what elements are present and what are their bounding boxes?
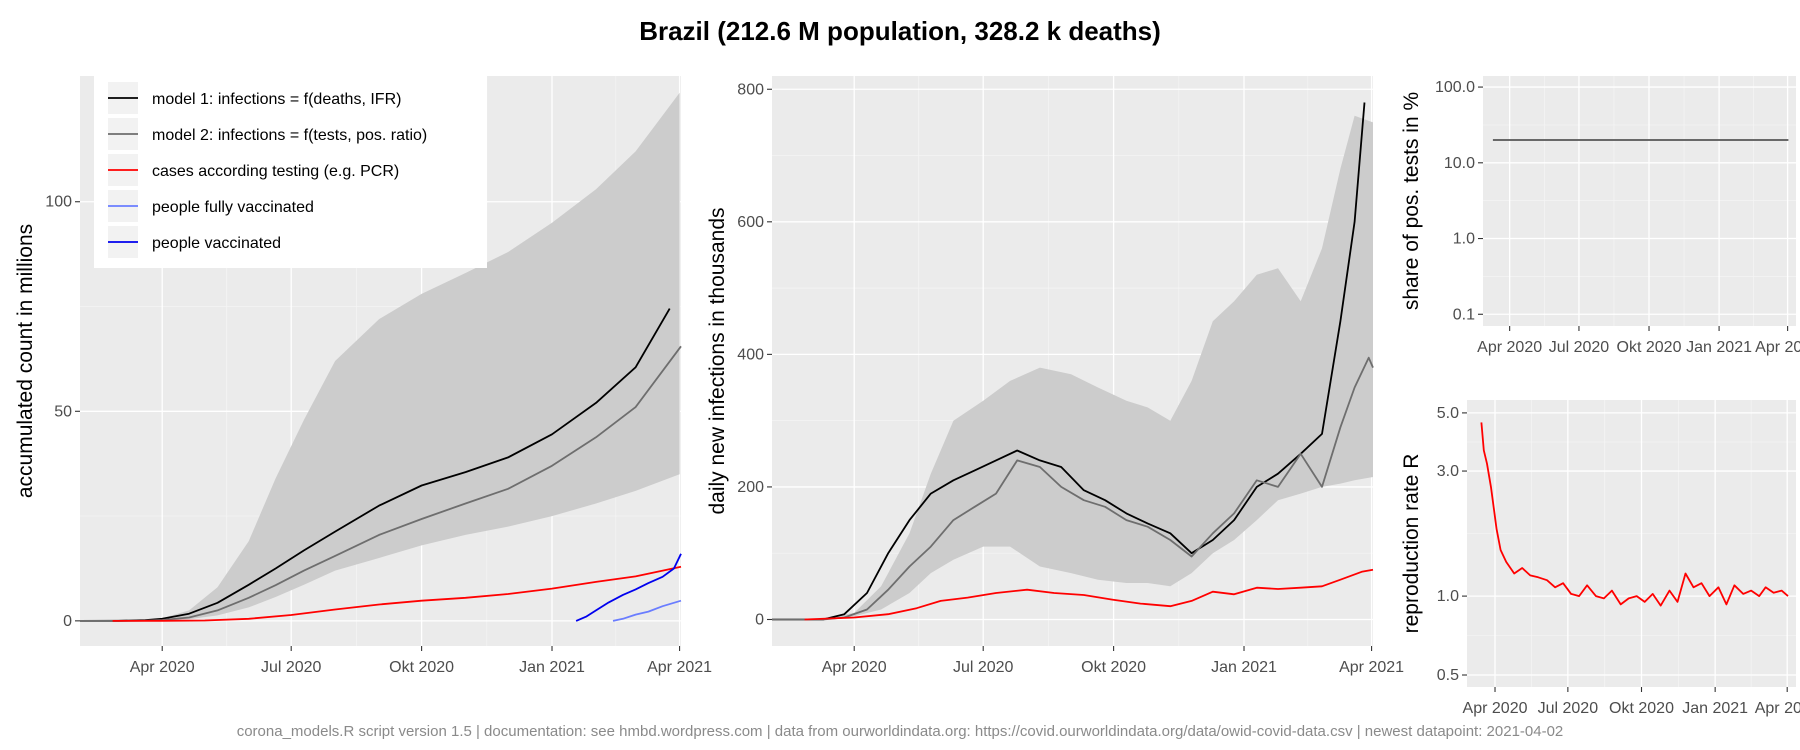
- y-tick-label: 600: [737, 214, 764, 231]
- y-tick-label: 400: [737, 346, 764, 363]
- x-tick-label: Jan 2021: [1211, 659, 1277, 676]
- x-tick-label: Okt 2020: [1617, 339, 1682, 356]
- panel-accumulated: Apr 2020 Jul 2020 Okt 2020 Jan 2021 Apr 2021…: [14, 76, 712, 676]
- x-tick-label: Apr 2021: [647, 659, 712, 676]
- x-tick-label: Jul 2020: [1538, 700, 1599, 717]
- y-tick-label: 1.0: [1453, 231, 1475, 248]
- legend-label: people fully vaccinated: [152, 199, 314, 216]
- panel-daily: Apr 2020 Jul 2020 Okt 2020 Jan 2021 Apr 2021…: [706, 76, 1404, 676]
- y-tick-label: 1.0: [1437, 588, 1459, 605]
- y-axis-title: reproduction rate R: [1400, 454, 1423, 634]
- plot-background: [1467, 400, 1796, 687]
- legend-label: cases according testing (e.g. PCR): [152, 163, 399, 180]
- y-tick-label: 50: [54, 403, 72, 420]
- x-tick-label: Jul 2020: [261, 659, 322, 676]
- y-tick-label: 200: [737, 479, 764, 496]
- y-tick-label: 0.5: [1437, 667, 1459, 684]
- y-axis-title: accumulated count in millions: [14, 224, 37, 498]
- y-tick-label: 5.0: [1437, 405, 1459, 422]
- y-tick-label: 0: [755, 611, 764, 628]
- x-tick-label: Jul 2020: [953, 659, 1014, 676]
- x-tick-label: Apr 2021: [1755, 700, 1800, 717]
- x-tick-label: Okt 2020: [389, 659, 454, 676]
- y-tick-label: 100.0: [1435, 79, 1475, 96]
- x-tick-label: Okt 2020: [1609, 700, 1674, 717]
- x-tick-label: Apr 2020: [822, 659, 887, 676]
- y-tick-label: 800: [737, 81, 764, 98]
- legend-label: people vaccinated: [152, 235, 281, 252]
- y-axis-title: daily new infections in thousands: [706, 207, 729, 514]
- series-line-fully-vaccinated: [612, 599, 682, 622]
- series-line-model1: [772, 102, 1366, 621]
- x-tick-label: Jul 2020: [1549, 339, 1610, 356]
- uncertainty-band: [109, 92, 680, 621]
- y-tick-label: 3.0: [1437, 463, 1459, 480]
- series-line-cases: [804, 568, 1374, 621]
- series-line-vaccinated: [575, 553, 682, 622]
- legend-label: model 2: infections = f(tests, pos. rati…: [152, 127, 427, 144]
- y-tick-label: 0: [63, 613, 72, 630]
- series-line-model2: [772, 356, 1374, 621]
- x-tick-label: Apr 2020: [1463, 700, 1528, 717]
- series-line-model1: [79, 308, 671, 622]
- x-tick-label: Jan 2021: [1686, 339, 1752, 356]
- footer-caption: corona_models.R script version 1.5 | doc…: [236, 723, 1564, 740]
- uncertainty-band: [815, 115, 1373, 620]
- panel-reproduction: Apr 2020 Jul 2020 Okt 2020 Jan 2021 Apr 2021…: [1400, 400, 1800, 717]
- x-tick-label: Jan 2021: [1682, 700, 1748, 717]
- x-tick-label: Apr 2021: [1755, 339, 1800, 356]
- chart-title: Brazil (212.6 M population, 328.2 k deat…: [639, 16, 1161, 46]
- y-tick-label: 10.0: [1444, 155, 1475, 172]
- x-tick-label: Jan 2021: [519, 659, 585, 676]
- y-axis-title: share of pos. tests in %: [1400, 92, 1423, 310]
- x-tick-label: Okt 2020: [1081, 659, 1146, 676]
- legend-label: model 1: infections = f(deaths, IFR): [152, 91, 401, 108]
- series-line-cases: [112, 565, 682, 622]
- y-tick-label: 100: [45, 194, 72, 211]
- x-tick-label: Apr 2020: [1477, 339, 1542, 356]
- x-tick-label: Apr 2021: [1339, 659, 1404, 676]
- legend-box: [94, 76, 487, 268]
- series-line-r: [1480, 422, 1789, 607]
- y-tick-label: 0.1: [1453, 306, 1475, 323]
- x-tick-label: Apr 2020: [130, 659, 195, 676]
